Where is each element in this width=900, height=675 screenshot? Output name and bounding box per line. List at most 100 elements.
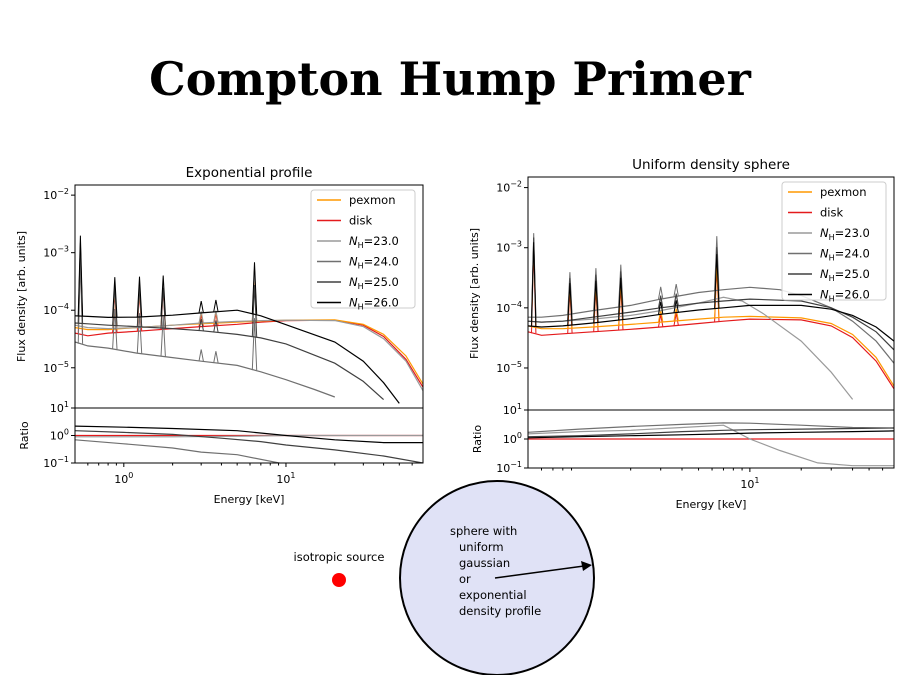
main-plot-area [528, 233, 894, 400]
legend-label: pexmon [820, 185, 867, 199]
series-line-disk [528, 318, 894, 390]
ratio-tick-label: 101 [503, 402, 522, 417]
emission-spike [77, 263, 84, 344]
emission-spike [160, 287, 166, 329]
x-tick-label: 101 [276, 471, 295, 486]
emission-spike [136, 276, 143, 317]
y-tick-label: 10−5 [43, 360, 69, 375]
series-line-disk [75, 319, 423, 388]
ratio-tick-label: 100 [503, 431, 522, 446]
ratio-line-nh24 [75, 439, 283, 463]
ratio-axis-label: Ratio [18, 421, 31, 450]
series-line-pexmon [528, 315, 894, 387]
emission-spike [658, 309, 664, 323]
legend-label: NH=26.0 [349, 296, 399, 312]
chart-panel-2: Uniform density sphere 10−5 10−4 10−3 10−2 Fl… [468, 157, 895, 511]
y-tick-label: 10−3 [43, 245, 69, 260]
emission-spike [673, 293, 679, 306]
emission-spike [198, 311, 204, 324]
emission-spike [593, 280, 599, 323]
legend-label: NH=23.0 [349, 234, 399, 250]
sphere-caption-line: gaussian [459, 556, 510, 570]
x-tick-label: 100 [114, 471, 133, 486]
ratio-axis-label: Ratio [471, 425, 484, 454]
legend-box [781, 181, 887, 301]
emission-spike [213, 310, 219, 323]
chart-title: Exponential profile [186, 165, 313, 181]
emission-spike [531, 242, 537, 327]
sphere-caption-line: sphere with [450, 524, 517, 538]
legend: pexmon disk NH=23.0 NH=24.0 NH=25.0 NH=26.0 [781, 181, 887, 304]
ratio-tick-label: 101 [50, 400, 69, 415]
radius-arrowhead [581, 561, 592, 571]
emission-spike [112, 277, 118, 318]
y-axis-label: Flux density [arb. units] [468, 228, 481, 359]
sphere-caption-line: density profile [459, 604, 541, 618]
ratio-line-nh23 [75, 434, 423, 438]
ratio-tick-label: 10−1 [496, 460, 522, 475]
legend-label: NH=25.0 [820, 267, 870, 283]
legend-box [310, 189, 416, 309]
emission-spike [658, 286, 664, 300]
geometry-diagram: isotropic source sphere with uniform gaussi… [294, 480, 595, 675]
sphere-caption-line: exponential [459, 588, 527, 602]
emission-spike [136, 286, 143, 327]
legend-label: disk [820, 206, 843, 220]
series-line-nh23 [75, 319, 423, 391]
y-axis-label: Flux density [arb. units] [15, 231, 28, 362]
ratio-line-nh25 [75, 430, 423, 463]
chart-panel-1: Exponential profile 10−5 10−4 10−3 10−2 Flux … [15, 165, 424, 506]
ratio-line-nh26 [528, 430, 894, 439]
legend-label: NH=23.0 [820, 226, 870, 242]
emission-spike [673, 308, 679, 321]
emission-spike [673, 300, 679, 313]
emission-spike [213, 320, 219, 333]
ratio-plot-area [528, 422, 894, 467]
ratio-tick-label: 100 [50, 428, 69, 443]
legend: pexmon disk NH=23.0 NH=24.0 NH=25.0 NH=26.0 [310, 189, 416, 312]
ratio-line-nh24 [528, 422, 894, 433]
x-tick-label: 101 [740, 476, 759, 491]
emission-spike [251, 284, 258, 338]
main-plot-area [75, 235, 423, 404]
chart-title: Uniform density sphere [632, 157, 790, 173]
y-tick-label: 10−5 [496, 360, 522, 375]
emission-spike [136, 313, 143, 354]
emission-spike [198, 349, 204, 362]
emission-spike [714, 254, 720, 309]
emission-spike [251, 262, 258, 315]
emission-spike [198, 301, 204, 313]
emission-spike [77, 235, 84, 317]
emission-spike [112, 308, 118, 350]
emission-spike [658, 302, 664, 315]
legend-label: disk [349, 214, 372, 228]
source-label: isotropic source [294, 550, 385, 564]
radius-arrow [494, 565, 585, 579]
legend-label: NH=25.0 [349, 275, 399, 291]
ratio-line-nh25 [528, 427, 894, 438]
ratio-plot-area [75, 425, 423, 463]
emission-spike [198, 318, 204, 331]
emission-spike [213, 299, 219, 312]
x-axis-label: Energy [keV] [214, 493, 285, 506]
legend-label: pexmon [349, 193, 396, 207]
y-tick-label: 10−4 [43, 302, 69, 317]
source-dot [332, 573, 346, 587]
emission-spike [658, 295, 664, 308]
y-tick-label: 10−2 [43, 187, 69, 202]
emission-spike [213, 351, 219, 363]
emission-spike [618, 277, 624, 320]
series-line-nh24 [528, 286, 894, 364]
series-line-nh25 [75, 322, 385, 401]
legend-label: NH=24.0 [820, 247, 870, 263]
y-tick-label: 10−3 [496, 240, 522, 255]
emission-spike [567, 283, 573, 326]
series-line-nh24 [75, 341, 336, 398]
y-tick-label: 10−4 [496, 300, 522, 315]
series-line-nh26 [528, 304, 894, 342]
sphere-caption-line: uniform [459, 540, 504, 554]
legend-label: NH=24.0 [349, 255, 399, 271]
emission-spike [160, 275, 166, 316]
ratio-tick-label: 10−1 [43, 455, 69, 470]
